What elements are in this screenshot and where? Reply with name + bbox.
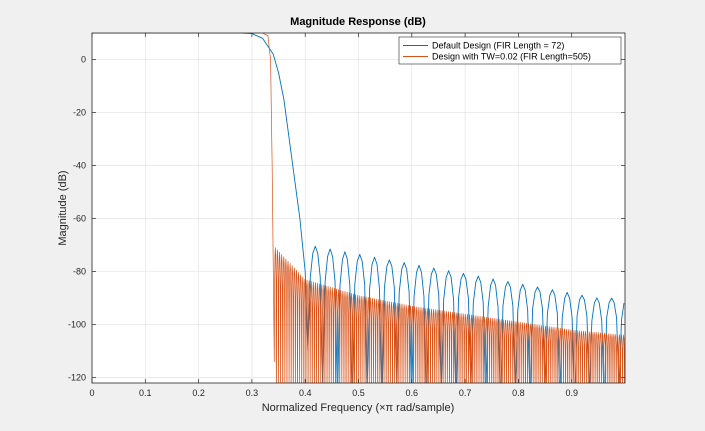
y-axis-ticks: -120 -100 -80 -60 -40 -20 0 [68,55,625,383]
y-tick-label: -40 [73,161,86,171]
legend: Default Design (FIR Length = 72) Design … [398,36,622,65]
series-layer [92,33,625,383]
legend-entry-tw-design: Design with TW=0.02 (FIR Length=505) [432,52,591,62]
y-tick-label: -20 [73,108,86,118]
legend-box [398,36,622,65]
x-tick-label: 0.7 [459,388,472,398]
legend-entry-default-design: Default Design (FIR Length = 72) [432,41,564,51]
x-tick-label: 0.1 [139,388,152,398]
x-axis-label: Normalized Frequency (×π rad/sample) [262,402,455,414]
x-tick-label: 0.8 [512,388,525,398]
y-tick-label: -80 [73,267,86,277]
x-tick-label: 0.5 [352,388,365,398]
y-tick-label: -100 [68,320,86,330]
x-tick-label: 0.6 [406,388,419,398]
x-tick-label: 0.3 [246,388,259,398]
y-tick-label: -120 [68,373,86,383]
y-tick-label: -60 [73,214,86,224]
y-tick-label: 0 [81,55,86,65]
x-tick-label: 0.9 [565,388,578,398]
y-axis-label: Magnitude (dB) [57,170,69,245]
x-axis-ticks: 0 0.1 0.2 0.3 0.4 0.5 0.6 0.7 0.8 0.9 [89,33,578,398]
series-line-1 [92,33,625,383]
x-tick-label: 0.4 [299,388,312,398]
x-tick-label: 0 [89,388,94,398]
chart-title: Magnitude Response (dB) [290,16,426,28]
x-tick-label: 0.2 [192,388,205,398]
